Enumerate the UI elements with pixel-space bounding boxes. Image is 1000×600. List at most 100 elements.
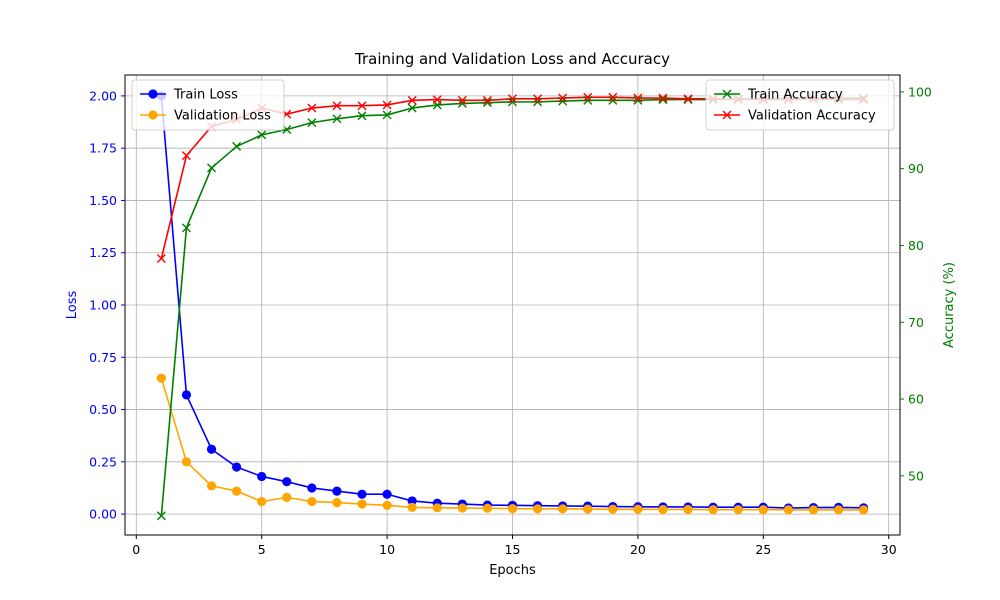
y-right-tick-label: 60 bbox=[908, 392, 924, 407]
data-point-validation-accuracy bbox=[156, 254, 166, 264]
legend-swatch-marker bbox=[722, 110, 732, 120]
y-left-tick-label: 1.50 bbox=[89, 193, 117, 208]
legend-swatch-marker bbox=[148, 110, 158, 120]
data-point-validation-accuracy bbox=[307, 103, 317, 113]
data-point-validation-accuracy bbox=[658, 93, 668, 103]
y-left-tick-label: 1.00 bbox=[89, 298, 117, 313]
data-point-validation-loss bbox=[156, 373, 166, 383]
data-point-validation-loss bbox=[482, 503, 493, 513]
y-right-axis-label: Accuracy (%) bbox=[942, 262, 957, 348]
x-axis-label: Epochs bbox=[489, 563, 536, 578]
data-point-validation-accuracy bbox=[407, 95, 417, 105]
y-right-tick-label: 90 bbox=[908, 161, 924, 176]
y-right-tick-label: 100 bbox=[908, 84, 932, 99]
data-point-validation-loss bbox=[257, 496, 267, 507]
legend-box bbox=[131, 79, 285, 131]
chart-title: Training and Validation Loss and Accurac… bbox=[354, 50, 670, 68]
data-point-validation-loss bbox=[307, 496, 317, 507]
y-left-axis-label: Loss bbox=[65, 291, 80, 320]
data-point-validation-accuracy bbox=[683, 94, 693, 104]
data-point-validation-loss bbox=[733, 505, 743, 515]
data-point-train-accuracy bbox=[207, 163, 217, 173]
data-point-train-accuracy bbox=[407, 103, 417, 113]
data-point-validation-accuracy bbox=[432, 95, 442, 105]
data-point-validation-loss bbox=[332, 497, 342, 508]
data-point-validation-loss bbox=[708, 505, 718, 515]
data-point-train-loss bbox=[307, 483, 317, 493]
data-point-train-accuracy bbox=[558, 96, 568, 106]
legend-box bbox=[705, 79, 895, 131]
data-point-validation-loss bbox=[633, 504, 643, 514]
data-point-train-loss bbox=[382, 489, 392, 499]
data-point-train-accuracy bbox=[357, 111, 367, 121]
data-point-validation-accuracy bbox=[583, 92, 593, 102]
grid bbox=[125, 75, 900, 535]
data-point-train-accuracy bbox=[658, 95, 668, 105]
y-right-axis-ticks: 50 60 70 80 90 100 bbox=[900, 84, 932, 483]
legend-swatch-marker bbox=[148, 89, 158, 99]
data-point-validation-loss bbox=[658, 504, 668, 515]
data-point-train-accuracy bbox=[382, 110, 392, 120]
data-point-validation-loss bbox=[206, 481, 217, 491]
data-point-train-accuracy bbox=[257, 130, 267, 140]
x-tick-label: 25 bbox=[755, 542, 771, 557]
data-point-train-loss bbox=[407, 496, 417, 506]
y-left-tick-label: 2.00 bbox=[89, 88, 117, 103]
legend-label: Validation Accuracy bbox=[748, 109, 876, 124]
data-point-validation-loss bbox=[558, 504, 568, 514]
data-point-validation-loss bbox=[382, 500, 392, 510]
x-tick-label: 10 bbox=[379, 542, 395, 557]
y-left-tick-label: 0.25 bbox=[89, 454, 117, 469]
data-point-validation-accuracy bbox=[332, 101, 342, 111]
data-point-validation-loss bbox=[783, 505, 793, 515]
data-point-train-accuracy bbox=[307, 118, 317, 128]
data-point-validation-accuracy bbox=[457, 95, 467, 105]
data-point-train-loss bbox=[257, 471, 267, 482]
y-right-tick-label: 80 bbox=[908, 238, 924, 253]
data-point-validation-loss bbox=[758, 505, 768, 515]
data-point-train-loss bbox=[357, 489, 367, 499]
data-point-train-accuracy bbox=[482, 98, 492, 108]
data-point-train-loss bbox=[181, 390, 192, 400]
x-tick-label: 20 bbox=[630, 542, 646, 557]
data-point-train-accuracy bbox=[181, 223, 191, 233]
data-point-validation-accuracy bbox=[357, 101, 367, 111]
data-point-train-loss bbox=[332, 486, 342, 496]
data-point-train-accuracy bbox=[232, 141, 242, 151]
data-point-validation-loss bbox=[808, 505, 819, 515]
data-point-validation-loss bbox=[432, 503, 442, 513]
data-point-validation-loss bbox=[282, 492, 292, 502]
data-point-train-accuracy bbox=[583, 95, 593, 105]
y-left-tick-label: 0.00 bbox=[89, 507, 117, 522]
legend-label: Train Accuracy bbox=[747, 88, 843, 103]
legend-left: Train Loss Validation Loss bbox=[131, 79, 285, 131]
data-point-train-loss bbox=[232, 462, 242, 472]
y-left-tick-label: 1.25 bbox=[89, 245, 117, 260]
legend-label: Train Loss bbox=[173, 88, 238, 103]
data-point-validation-loss bbox=[507, 504, 518, 514]
data-point-validation-accuracy bbox=[558, 93, 568, 103]
data-point-validation-accuracy bbox=[382, 100, 392, 110]
data-point-train-accuracy bbox=[608, 95, 618, 105]
y-left-axis-ticks: 0.00 0.25 0.50 0.75 1.00 1.25 1.50 1.75 2.00 bbox=[89, 88, 125, 522]
data-point-validation-loss bbox=[833, 505, 844, 515]
data-point-train-accuracy bbox=[533, 97, 543, 107]
data-point-validation-loss bbox=[859, 505, 869, 515]
legend-label: Validation Loss bbox=[174, 109, 271, 124]
y-right-tick-label: 70 bbox=[908, 315, 924, 330]
data-point-validation-accuracy bbox=[633, 93, 643, 103]
data-point-validation-loss bbox=[532, 504, 543, 514]
y-right-tick-label: 50 bbox=[908, 468, 924, 483]
data-point-validation-loss bbox=[683, 504, 693, 515]
data-point-train-loss bbox=[282, 477, 292, 487]
series-markers bbox=[156, 91, 869, 521]
x-axis-ticks: 0 5 10 15 20 25 30 bbox=[132, 535, 897, 557]
legend-right: Train Accuracy Validation Accuracy bbox=[705, 79, 895, 131]
data-point-train-accuracy bbox=[156, 511, 166, 521]
data-point-validation-loss bbox=[608, 504, 618, 514]
data-point-validation-accuracy bbox=[533, 94, 543, 104]
data-point-validation-accuracy bbox=[482, 95, 492, 105]
data-point-validation-loss bbox=[457, 503, 467, 513]
data-point-train-accuracy bbox=[332, 114, 342, 124]
x-tick-label: 0 bbox=[132, 542, 140, 557]
